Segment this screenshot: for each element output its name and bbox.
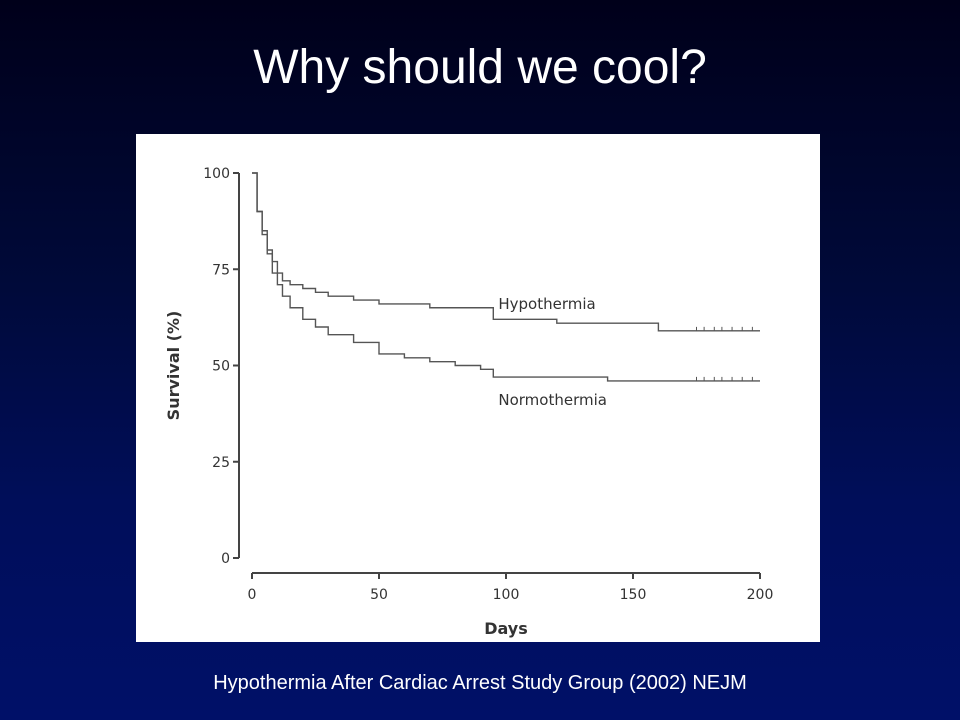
chart-series: Hypothermia Normothermia (252, 172, 760, 409)
chart-axes (238, 173, 760, 574)
y-tick-label: 75 (212, 262, 230, 278)
survival-chart: 0 25 50 75 100 0 50 100 150 200 Hypothermia Normot… (136, 134, 820, 642)
x-axis-label: Days (484, 619, 528, 638)
y-axis-label: Survival (%) (164, 311, 183, 421)
y-tick-label: 100 (203, 166, 230, 182)
y-tick-label: 50 (212, 359, 230, 375)
y-tick-label: 0 (221, 551, 230, 567)
series-line-normothermia (252, 172, 760, 382)
x-tick-label: 100 (493, 587, 520, 603)
y-tick-label: 25 (212, 455, 230, 471)
x-tick-label: 0 (248, 587, 257, 603)
series-label-normothermia: Normothermia (498, 391, 607, 409)
citation-text: Hypothermia After Cardiac Arrest Study G… (213, 672, 747, 694)
x-tick-label: 150 (620, 587, 647, 603)
x-tick-label: 50 (370, 587, 388, 603)
slide-title: Why should we cool? (253, 41, 707, 94)
x-tick-label: 200 (747, 587, 774, 603)
chart-svg: 0 25 50 75 100 0 50 100 150 200 Hypothermia Normot… (164, 166, 773, 638)
chart-ticks: 0 25 50 75 100 0 50 100 150 200 (203, 166, 773, 603)
series-label-hypothermia: Hypothermia (498, 295, 595, 313)
